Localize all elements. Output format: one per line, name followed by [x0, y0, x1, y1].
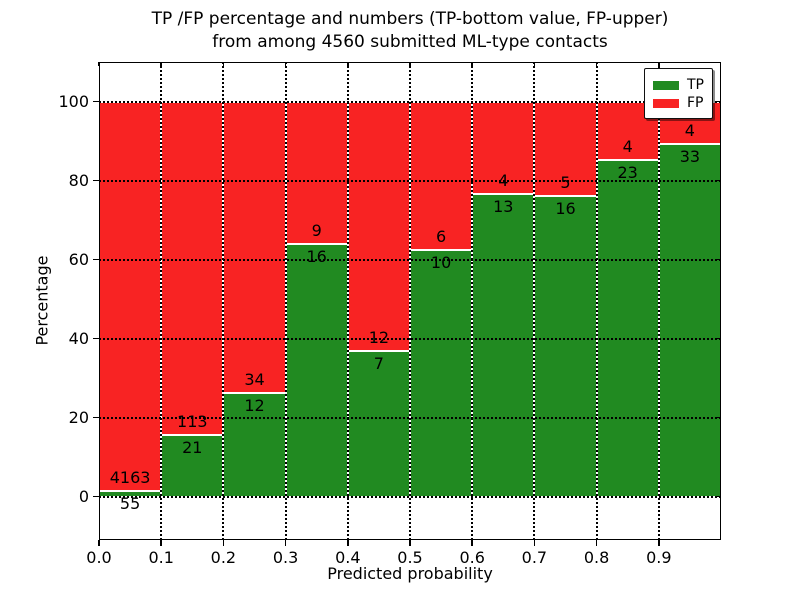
- fp-count-label-6: 4: [498, 171, 509, 191]
- chart-title: TP /FP percentage and numbers (TP-bottom…: [0, 8, 800, 54]
- tp-count-label-8: 23: [617, 163, 638, 183]
- tp-count-label-1: 21: [182, 437, 203, 457]
- fp-count-label-8: 4: [622, 137, 633, 157]
- x-tick-label-0.0: 0.0: [86, 548, 112, 567]
- y-axis-label: Percentage: [32, 255, 52, 346]
- x-tick-label-0.9: 0.9: [646, 548, 672, 567]
- y-tick-100: [93, 100, 99, 103]
- x-tick-top-0.8: [595, 62, 598, 66]
- bar-segment-tp-6: [472, 194, 535, 497]
- bar-segment-tp-9: [658, 144, 721, 497]
- legend-row-fp: FP: [653, 95, 704, 111]
- fp-count-label-1: 113: [177, 411, 208, 431]
- y-tick-label-20: 20: [68, 407, 89, 427]
- plot-area: 4163 55 113 21 34 12 9 16 12 7 6 10 4 13 5 16 4 23 4 33: [99, 62, 721, 540]
- y-tick-0: [93, 495, 99, 498]
- y-tick-80: [93, 179, 99, 182]
- gridline-x-0.4: [346, 62, 349, 540]
- x-tick-label-0.6: 0.6: [459, 548, 485, 567]
- tp-count-label-9: 33: [679, 147, 701, 167]
- bar-segment-fp-5: [410, 101, 473, 250]
- x-tick-0.6: [471, 540, 473, 546]
- fp-count-label-0: 4163: [109, 468, 151, 488]
- x-tick-0.5: [409, 540, 411, 546]
- fp-swatch-icon: [653, 98, 679, 108]
- y-tick-right-100: [717, 100, 721, 103]
- tp-count-label-2: 12: [244, 396, 265, 416]
- y-tick-label-80: 80: [68, 170, 89, 190]
- y-tick-60: [93, 258, 99, 261]
- tp-swatch-icon: [653, 80, 679, 90]
- x-tick-top-0.4: [347, 62, 349, 66]
- x-tick-top-0.9: [658, 62, 660, 66]
- y-tick-40: [93, 337, 99, 340]
- bar-segment-tp-8: [596, 160, 659, 497]
- gridline-x-0.2: [222, 62, 225, 540]
- x-tick-top-0.5: [409, 62, 411, 66]
- y-tick-right-40: [717, 337, 721, 340]
- x-tick-label-0.4: 0.4: [335, 548, 361, 567]
- gridline-x-0.9: [657, 62, 660, 540]
- x-tick-label-0.5: 0.5: [397, 548, 423, 567]
- gridline-x-0.6: [471, 62, 474, 540]
- y-tick-label-0: 0: [78, 486, 89, 506]
- tp-count-label-0: 55: [119, 494, 141, 514]
- x-tick-0.9: [658, 540, 660, 546]
- y-tick-right-20: [717, 416, 721, 419]
- gridline-x-0.3: [284, 62, 287, 540]
- y-tick-label-60: 60: [68, 249, 89, 269]
- x-tick-label-0.3: 0.3: [272, 548, 299, 567]
- legend-row-tp: TP: [653, 77, 704, 93]
- bar-segment-tp-5: [410, 249, 473, 497]
- fp-count-label-2: 34: [244, 370, 265, 390]
- bar-segment-fp-2: [223, 101, 286, 394]
- legend: TP FP: [644, 68, 713, 119]
- tp-count-label-3: 16: [306, 246, 327, 266]
- x-axis-label: Predicted probability: [327, 564, 493, 583]
- gridline-x-0.7: [533, 62, 536, 540]
- x-tick-label-0.7: 0.7: [521, 548, 548, 567]
- x-tick-top-0.0: [98, 62, 100, 66]
- chart-title-line1: TP /FP percentage and numbers (TP-bottom…: [151, 9, 669, 29]
- y-tick-right-0: [717, 495, 721, 498]
- tp-count-label-7: 16: [555, 198, 576, 218]
- tp-count-label-4: 7: [373, 354, 384, 373]
- legend-label-fp: FP: [687, 95, 704, 111]
- x-tick-label-0.2: 0.2: [210, 548, 237, 567]
- fp-count-label-4: 12: [368, 328, 390, 347]
- x-tick-0.3: [284, 540, 287, 546]
- x-tick-0.4: [347, 540, 349, 546]
- x-tick-0.8: [595, 540, 598, 546]
- x-tick-top-0.3: [284, 62, 287, 66]
- y-tick-right-60: [717, 258, 721, 261]
- gridline-x-0.5: [409, 62, 411, 540]
- chart-title-line2: from among 4560 submitted ML-type contac…: [212, 32, 608, 52]
- y-tick-label-40: 40: [68, 328, 89, 348]
- bar-segment-fp-0: [99, 101, 162, 492]
- y-tick-label-100: 100: [58, 91, 89, 111]
- y-tick-right-80: [717, 179, 721, 182]
- fp-count-label-5: 6: [436, 226, 447, 246]
- fp-count-label-3: 9: [311, 220, 322, 240]
- y-tick-20: [93, 416, 99, 419]
- x-tick-top-0.6: [471, 62, 473, 66]
- fp-count-label-9: 4: [684, 121, 695, 141]
- x-tick-0.2: [222, 540, 225, 546]
- gridline-x-0.8: [595, 62, 598, 540]
- x-tick-label-0.8: 0.8: [583, 548, 610, 567]
- gridline-x-0.1: [160, 62, 163, 540]
- x-tick-top-0.1: [160, 62, 162, 66]
- tp-count-label-6: 13: [493, 197, 514, 217]
- x-tick-0.0: [98, 540, 100, 546]
- x-tick-0.1: [160, 540, 162, 546]
- x-tick-label-0.1: 0.1: [148, 548, 174, 567]
- legend-label-tp: TP: [687, 77, 704, 93]
- x-tick-top-0.7: [533, 62, 536, 66]
- tp-count-label-5: 10: [430, 252, 452, 272]
- bar-segment-tp-7: [534, 195, 597, 497]
- fp-count-label-7: 5: [560, 172, 571, 192]
- x-tick-0.7: [533, 540, 536, 546]
- x-tick-top-0.2: [222, 62, 225, 66]
